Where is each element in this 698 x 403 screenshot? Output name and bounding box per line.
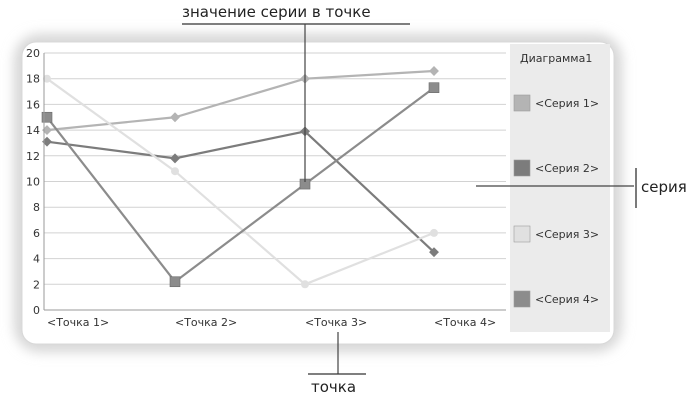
y-tick-label: 10 (26, 176, 40, 189)
x-tick-label: <Точка 3> (305, 316, 367, 329)
y-tick-label: 0 (33, 304, 40, 317)
legend-label: <Серия 3> (535, 228, 599, 241)
annotation-point: точка (311, 378, 356, 396)
x-tick-labels: <Точка 1> <Точка 2> <Точка 3> <Точка 4> (47, 316, 496, 329)
legend-title: Диаграмма1 (520, 52, 592, 65)
series-line (46, 130, 435, 253)
series-line (46, 77, 435, 286)
series-point (171, 167, 179, 176)
x-tick-label: <Точка 2> (175, 316, 237, 329)
series-point (430, 228, 438, 237)
y-tick-label: 4 (33, 253, 40, 266)
y-tick-label: 2 (33, 278, 40, 291)
series-point (42, 125, 52, 136)
series-line (46, 86, 435, 284)
legend-swatch (513, 225, 531, 243)
series-point (429, 247, 439, 258)
series-lines (41, 66, 440, 289)
legend-label: <Серия 4> (535, 293, 599, 306)
legend-items: <Серия 1> <Серия 2> <Серия 3> <Серия 4> (513, 94, 599, 308)
annotation-series: серия (641, 178, 687, 196)
legend-swatch (513, 159, 531, 177)
legend-swatch (513, 94, 531, 112)
series-point (43, 74, 51, 83)
y-tick-label: 18 (26, 73, 40, 86)
y-tick-label: 12 (26, 150, 40, 163)
y-tick-label: 8 (33, 201, 40, 214)
y-tick-label: 6 (33, 227, 40, 240)
legend-panel (510, 44, 610, 332)
series-point (169, 276, 181, 288)
series-point (42, 136, 52, 147)
series-point (41, 111, 53, 123)
y-tick-labels: 0 2 4 6 8 10 12 14 16 18 20 (26, 47, 40, 317)
y-tick-label: 20 (26, 47, 40, 60)
series-point (170, 153, 180, 164)
y-tick-label: 14 (26, 124, 40, 137)
legend-label: <Серия 2> (535, 162, 599, 175)
x-tick-label: <Точка 4> (434, 316, 496, 329)
series-point (170, 112, 180, 123)
series-point (428, 82, 440, 93)
x-tick-label: <Точка 1> (47, 316, 109, 329)
legend-swatch (513, 290, 531, 308)
y-tick-label: 16 (26, 98, 40, 111)
annotation-point-value: значение серии в точке (182, 3, 371, 21)
series-point (301, 280, 309, 289)
legend-label: <Серия 1> (535, 97, 599, 110)
